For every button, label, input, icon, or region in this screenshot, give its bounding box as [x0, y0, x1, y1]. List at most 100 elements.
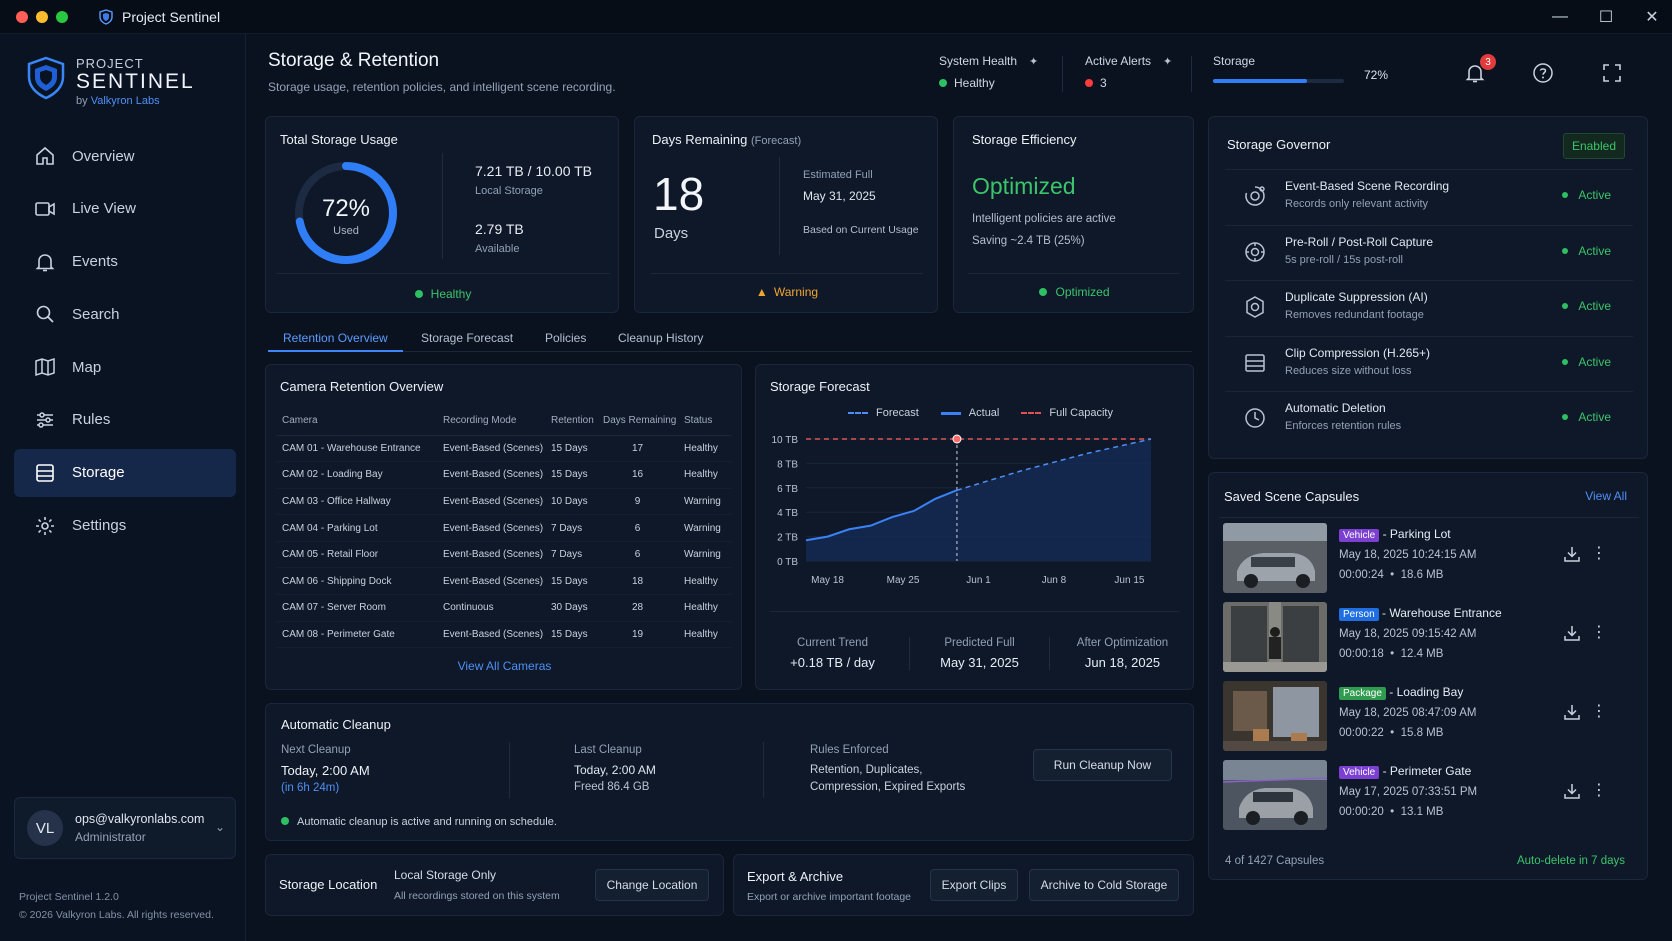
page-subtitle: Storage usage, retention policies, and i…	[268, 80, 616, 94]
download-icon[interactable]	[1563, 782, 1581, 800]
card-divider	[276, 273, 610, 274]
recording-mode-cell: Event-Based (Scenes)	[437, 514, 545, 542]
sidebar-item-rules[interactable]: Rules	[14, 396, 236, 444]
sidebar-item-label: Storage	[72, 464, 125, 482]
rules-enforced-line2: Compression, Expired Exports	[810, 781, 966, 793]
status-badge: Healthy	[266, 287, 620, 301]
more-options-icon[interactable]: ⋮	[1591, 782, 1607, 799]
sidebar-item-map[interactable]: Map	[14, 343, 236, 391]
system-health-stat[interactable]: System Health ✦ Healthy	[939, 54, 1038, 90]
duplicate-icon	[1246, 296, 1264, 318]
governor-item-title: Clip Compression (H.265+)	[1285, 345, 1431, 360]
tab-cleanup-history[interactable]: Cleanup History	[618, 331, 704, 345]
view-all-cameras-link[interactable]: View All Cameras	[457, 659, 552, 673]
user-menu[interactable]: VL ops@valkyronlabs.com Administrator ⌄	[14, 797, 236, 859]
capsule-item[interactable]: Vehicle - Perimeter Gate May 17, 2025 07:…	[1223, 760, 1627, 834]
forecast-stat-predicted-full: Predicted Full May 31, 2025	[910, 637, 1050, 670]
capsule-tag: Vehicle	[1339, 529, 1380, 542]
close-window-button[interactable]	[16, 10, 28, 23]
close-icon[interactable]: ✕	[1645, 9, 1659, 26]
governor-item[interactable]: Automatic Deletion Enforces retention rul…	[1225, 392, 1633, 448]
forecast-series-line	[956, 438, 1152, 491]
brand-byline: by Valkyron Labs	[76, 95, 160, 107]
saved-scene-capsules-card: Saved Scene Capsules View All Vehicle - …	[1208, 472, 1648, 880]
capsule-item[interactable]: Person - Warehouse Entrance May 18, 2025 …	[1223, 602, 1627, 676]
governor-item[interactable]: Duplicate Suppression (AI) Removes redund…	[1225, 281, 1633, 337]
recording-mode-cell: Event-Based (Scenes)	[437, 461, 545, 489]
sidebar-item-overview[interactable]: Overview	[14, 132, 236, 180]
table-row[interactable]: CAM 05 - Retail Floor Event-Based (Scenes…	[276, 541, 732, 569]
capsule-thumbnail[interactable]	[1223, 523, 1327, 593]
est-full-label: Estimated Full	[803, 169, 873, 181]
auto-delete-icon	[1245, 408, 1265, 428]
predicted-full-point	[952, 434, 962, 444]
retention-table: Camera Recording Mode Retention Days Rem…	[276, 407, 732, 649]
governor-enabled-badge[interactable]: Enabled	[1562, 133, 1625, 159]
capsule-thumbnail[interactable]	[1223, 681, 1327, 751]
storage-location-value: Local Storage Only	[394, 868, 497, 882]
export-clips-button[interactable]: Export Clips	[930, 869, 1018, 901]
minimize-icon[interactable]: —	[1552, 8, 1568, 25]
download-icon[interactable]	[1563, 703, 1581, 721]
governor-item-title: Automatic Deletion	[1285, 401, 1386, 415]
notification-badge: 3	[1480, 54, 1496, 70]
capsule-title: Person - Warehouse Entrance	[1339, 606, 1502, 621]
table-header-row: Camera Recording Mode Retention Days Rem…	[276, 407, 732, 436]
sidebar-item-storage[interactable]: Storage	[14, 448, 236, 497]
sidebar-item-live-view[interactable]: Live View	[14, 185, 236, 233]
capsule-item[interactable]: Vehicle - Parking Lot May 18, 2025 10:24:…	[1223, 523, 1627, 597]
view-all-capsules-link[interactable]: View All	[1585, 489, 1627, 503]
table-row[interactable]: CAM 07 - Server Room Continuous 30 Days 28 H…	[276, 594, 732, 622]
capsule-thumbnail[interactable]	[1223, 760, 1327, 830]
more-options-icon[interactable]: ⋮	[1591, 703, 1607, 720]
zoom-window-button[interactable]	[56, 10, 68, 23]
tab-policies[interactable]: Policies	[545, 331, 587, 345]
governor-item[interactable]: Clip Compression (H.265+) Reduces size wi…	[1225, 337, 1633, 392]
table-row[interactable]: CAM 02 - Loading Bay Event-Based (Scenes)…	[276, 461, 732, 489]
run-cleanup-button[interactable]: Run Cleanup Now	[1033, 749, 1172, 781]
table-row[interactable]: CAM 06 - Shipping Dock Event-Based (Scene…	[276, 567, 732, 596]
archive-cold-storage-button[interactable]: Archive to Cold Storage	[1029, 869, 1179, 901]
days-remaining-cell: 17	[597, 435, 678, 463]
table-row[interactable]: CAM 01 - Warehouse Entrance Event-Based (…	[276, 435, 732, 463]
sidebar-item-search[interactable]: Search	[14, 290, 236, 338]
change-location-button[interactable]: Change Location	[595, 869, 709, 901]
export-desc: Export or archive important footage	[747, 891, 912, 903]
download-icon[interactable]	[1563, 545, 1581, 563]
tab-storage-forecast[interactable]: Storage Forecast	[421, 331, 514, 345]
tab-retention-overview[interactable]: Retention Overview	[268, 326, 403, 352]
more-options-icon[interactable]: ⋮	[1591, 624, 1607, 641]
governor-item[interactable]: Event-Based Scene Recording Records only …	[1225, 170, 1633, 226]
governor-item-subtitle: Enforces retention rules	[1285, 420, 1402, 432]
table-row[interactable]: CAM 03 - Office Hallway Event-Based (Scen…	[276, 488, 732, 516]
capsule-thumbnail[interactable]	[1223, 602, 1327, 672]
governor-item[interactable]: Pre-Roll / Post-Roll Capture 5s pre-roll …	[1225, 226, 1633, 281]
shield-icon	[99, 8, 113, 25]
bell-icon[interactable]	[1464, 62, 1486, 84]
column-header: Retention	[545, 407, 597, 436]
capsule-item[interactable]: Package - Loading Bay May 18, 2025 08:47:…	[1223, 681, 1627, 755]
chevron-down-icon[interactable]: ⌄	[214, 820, 225, 834]
more-options-icon[interactable]: ⋮	[1591, 545, 1607, 562]
minimize-window-button[interactable]	[36, 10, 48, 23]
sidebar-item-settings[interactable]: Settings	[14, 502, 236, 550]
sidebar-item-events[interactable]: Events	[14, 238, 236, 286]
table-row[interactable]: CAM 04 - Parking Lot Event-Based (Scenes)…	[276, 514, 732, 542]
days-remaining-cell: 6	[597, 514, 678, 542]
days-remaining-cell: 9	[597, 488, 678, 516]
next-cleanup-value: Today, 2:00 AM	[281, 763, 370, 778]
active-alerts-stat[interactable]: Active Alerts ✦ 3	[1085, 54, 1172, 90]
sparkle-icon: ✦	[1029, 56, 1039, 68]
fullscreen-icon[interactable]	[1601, 62, 1623, 84]
days-remaining-cell: 6	[597, 541, 678, 569]
x-tick-label: Jun 8	[1042, 575, 1067, 586]
storage-icon	[36, 463, 54, 482]
download-icon[interactable]	[1563, 624, 1581, 642]
help-icon[interactable]	[1532, 62, 1554, 84]
table-row[interactable]: CAM 08 - Perimeter Gate Event-Based (Scen…	[276, 621, 732, 649]
est-full-date: May 31, 2025	[803, 189, 876, 203]
maximize-icon[interactable]: ☐	[1598, 9, 1614, 26]
status-dot	[939, 79, 947, 87]
camera-cell: CAM 08 - Perimeter Gate	[276, 621, 437, 649]
efficiency-line2: Saving ~2.4 TB (25%)	[972, 235, 1085, 247]
